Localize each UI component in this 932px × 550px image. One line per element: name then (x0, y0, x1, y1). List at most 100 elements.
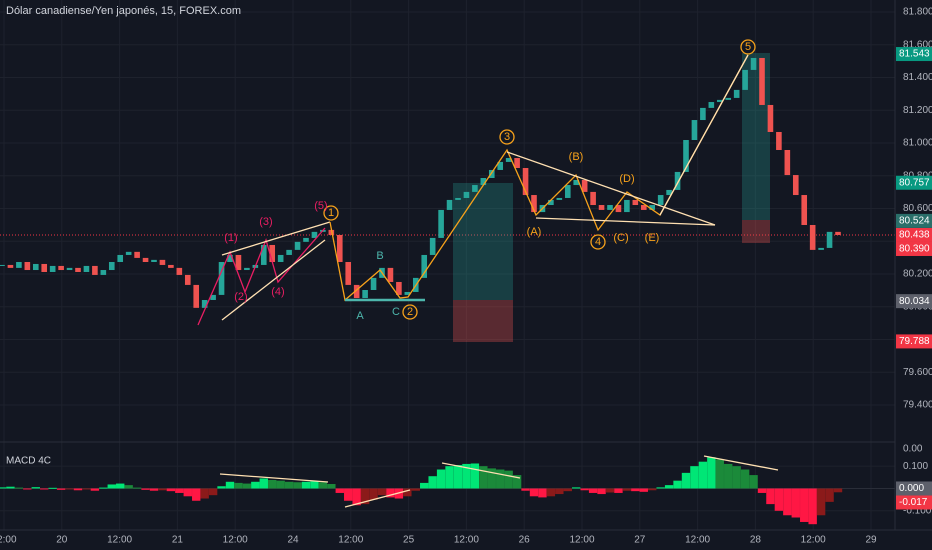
candle (210, 294, 216, 300)
wave-circle (323, 205, 339, 221)
price-label-box (896, 175, 932, 190)
candle (649, 205, 656, 210)
candle (522, 168, 529, 196)
macd-bar (82, 488, 91, 490)
y-tick-label: 79.400 (903, 400, 932, 411)
candle (49, 265, 56, 272)
long-target-zone (453, 183, 513, 300)
candle (446, 199, 453, 210)
candle (41, 263, 48, 272)
axes: 79.40079.60079.80080.00080.20080.40080.6… (0, 7, 932, 546)
wave-circle (499, 129, 515, 145)
long-stop-zone (453, 300, 513, 342)
candle (396, 281, 402, 295)
macd-bar (234, 482, 243, 489)
price-label-box (896, 495, 932, 510)
macd-bar (597, 488, 606, 495)
candle (125, 251, 132, 255)
macd-bar (217, 486, 226, 489)
macd-bar (563, 488, 572, 492)
macd-bar (90, 488, 100, 491)
candle (294, 241, 301, 250)
macd-bar (31, 487, 40, 489)
macd-bar (546, 488, 556, 497)
macd-trend-line (219, 473, 329, 483)
macd-bar (698, 461, 708, 489)
candle (488, 169, 495, 178)
x-tick-label: 25 (403, 535, 415, 546)
candle (607, 205, 613, 210)
price-label: 0.000 (899, 483, 924, 494)
candle (742, 69, 748, 90)
candle (32, 263, 39, 271)
macd-bar (732, 466, 741, 489)
x-tick-label: 12:00 (569, 535, 594, 546)
macd-bar (496, 469, 505, 489)
candle (581, 179, 588, 192)
wave-label: B (376, 250, 383, 262)
candle (455, 197, 461, 200)
x-tick-label: 21 (172, 535, 184, 546)
candle (362, 290, 368, 299)
candle (683, 140, 689, 172)
macd-bar (622, 488, 632, 491)
wave-label: 2 (407, 306, 413, 318)
macd-trend-line (703, 455, 779, 471)
wave-label: (2) (234, 291, 247, 303)
x-tick-label: 12:00 (338, 535, 363, 546)
candle (674, 171, 681, 190)
candle (818, 247, 824, 250)
macd-bar (833, 488, 843, 493)
macd-bar (707, 457, 716, 489)
candle (624, 199, 630, 213)
price-label: 80.390 (899, 244, 930, 255)
macd-bar (639, 488, 648, 492)
x-tick-label: 12:00 (454, 535, 479, 546)
candle (497, 161, 504, 170)
price-label: 81.543 (899, 49, 930, 60)
macd-tick-label: -0.100 (903, 505, 932, 516)
price-label: 80.524 (899, 216, 930, 227)
macd-bar (403, 488, 412, 497)
x-tick-label: 24 (287, 535, 299, 546)
candle (573, 179, 580, 186)
candle (58, 265, 64, 271)
candle (387, 267, 394, 282)
y-tick-label: 81.200 (903, 105, 932, 116)
macd-bar (605, 488, 615, 493)
macd-bar (293, 482, 302, 489)
macd-bar (445, 466, 454, 489)
y-tick-label: 80.200 (903, 269, 932, 280)
candle (463, 191, 470, 198)
x-tick-label: 12:00 (0, 535, 17, 546)
candle (598, 205, 605, 210)
trend-line (659, 54, 749, 216)
wave-label: (4) (271, 286, 284, 298)
wave-label: (A) (527, 226, 542, 238)
macd-bar (529, 488, 539, 497)
candle (640, 205, 647, 210)
macd-bar (386, 488, 395, 498)
macd-bar (259, 478, 268, 489)
macd-bar (175, 488, 184, 493)
candle (564, 185, 571, 198)
macd-bar (462, 463, 471, 489)
candle (708, 102, 715, 108)
macd-bar (631, 488, 640, 492)
price-label-box (896, 47, 932, 62)
macd-bar (360, 488, 370, 505)
candle (345, 262, 352, 285)
wave-label: A (356, 310, 364, 322)
candle (480, 177, 487, 186)
x-tick-label: 20 (56, 535, 68, 546)
macd-bar (225, 481, 235, 489)
macd-bar (158, 488, 167, 491)
candle (716, 99, 723, 103)
candle (826, 231, 833, 248)
candle (548, 199, 554, 206)
candle (632, 199, 639, 206)
macd-bar (749, 475, 758, 489)
candle (201, 299, 208, 308)
candle (792, 175, 799, 196)
macd-bar (588, 488, 598, 493)
